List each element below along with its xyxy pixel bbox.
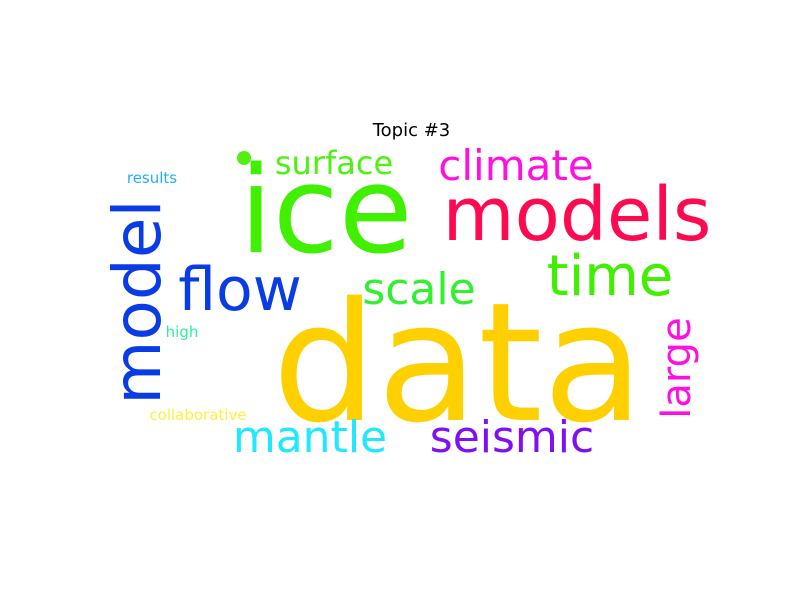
decorative-dot	[237, 151, 251, 165]
word-model: model	[99, 199, 176, 405]
word-scale: scale	[362, 264, 475, 315]
word-results: results	[127, 169, 177, 187]
word-mantle: mantle	[233, 412, 387, 463]
word-surface: surface	[275, 144, 393, 182]
word-time: time	[547, 244, 674, 309]
word-data: data	[272, 267, 644, 459]
word-large: large	[654, 317, 700, 418]
word-seismic: seismic	[430, 412, 594, 463]
word-climate: climate	[438, 141, 593, 190]
word-collaborative: collaborative	[149, 406, 246, 424]
word-models: models	[443, 172, 712, 258]
word-flow: flow	[178, 255, 302, 325]
word-ice: ice	[239, 142, 412, 281]
word-high: high	[166, 323, 199, 341]
figure-title: Topic #3	[372, 120, 451, 141]
